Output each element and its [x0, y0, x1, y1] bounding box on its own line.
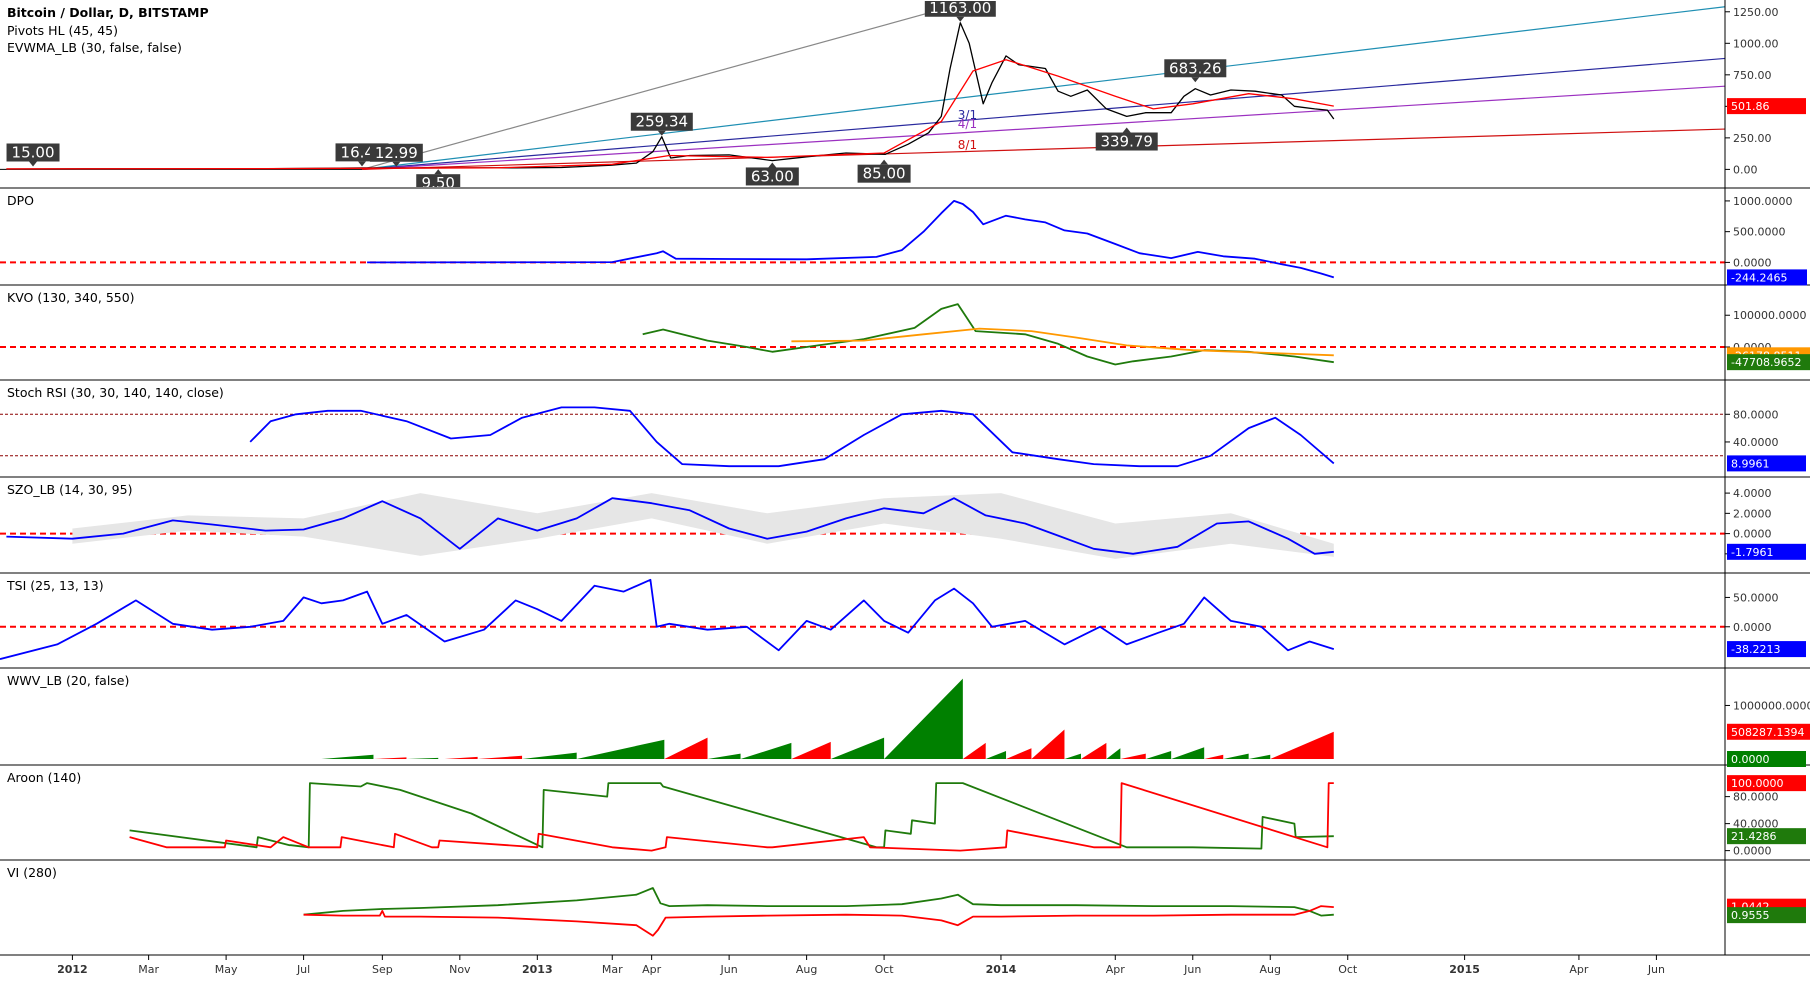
badge-text: 508287.1394: [1731, 726, 1804, 739]
pivot-text: 12.99: [375, 144, 418, 162]
time-tick-label: Apr: [642, 963, 662, 976]
pane-title: KVO (130, 340, 550): [7, 290, 135, 305]
badge-text: 100.0000: [1731, 777, 1784, 790]
time-tick-label: Aug: [796, 963, 817, 976]
badge-text: 0.9555: [1731, 909, 1770, 922]
pane-title: DPO: [7, 193, 34, 208]
axis-tick-label: 0.0000: [1733, 621, 1772, 634]
last-value-badge: -1.7961: [1727, 544, 1806, 560]
axis-tick-label: 100000.0000: [1733, 309, 1806, 322]
badge-text: 0.0000: [1731, 753, 1770, 766]
time-tick-label: Aug: [1260, 963, 1281, 976]
last-value-badge: 21.4286: [1727, 828, 1806, 844]
time-tick-label: Oct: [875, 963, 895, 976]
last-value-badge: 508287.1394: [1727, 724, 1810, 740]
pivot-text: 63.00: [751, 167, 794, 185]
pivot-text: 85.00: [863, 165, 906, 183]
time-tick-label: 2012: [57, 963, 88, 976]
pivot-text: 1163.00: [929, 0, 991, 17]
axis-tick-label: 1000.00: [1733, 37, 1779, 50]
axis-tick-label: 0.0000: [1733, 256, 1772, 269]
last-value-badge: 0.9555: [1727, 907, 1806, 923]
pivot-text: 339.79: [1100, 133, 1153, 151]
time-tick-label: Nov: [449, 963, 471, 976]
pane-legend: EVWMA_LB (30, false, false): [7, 40, 182, 55]
axis-tick-label: 0.0000: [1733, 845, 1772, 858]
gann-label: 8/1: [958, 138, 977, 152]
badge-text: 8.9961: [1731, 457, 1770, 470]
pivot-text: 15.00: [12, 144, 55, 162]
time-tick-label: Jun: [1647, 963, 1665, 976]
axis-tick-label: 250.00: [1733, 132, 1772, 145]
pane-title: SZO_LB (14, 30, 95): [7, 482, 132, 497]
pane-title: Bitcoin / Dollar, D, BITSTAMP: [7, 5, 209, 20]
time-tick-label: Apr: [1106, 963, 1126, 976]
time-tick-label: Jun: [720, 963, 738, 976]
time-tick-label: Jul: [296, 963, 310, 976]
time-tick-label: May: [215, 963, 238, 976]
axis-tick-label: 0.00: [1733, 163, 1758, 176]
axis-tick-label: 0.0000: [1733, 528, 1772, 541]
axis-tick-label: 80.0000: [1733, 408, 1779, 421]
axis-tick-label: 80.0000: [1733, 791, 1779, 804]
axis-tick-label: 2.0000: [1733, 507, 1772, 520]
axis-tick-label: 500.0000: [1733, 226, 1786, 239]
time-tick-label: 2015: [1449, 963, 1480, 976]
badge-text: 501.86: [1731, 100, 1770, 113]
time-tick-label: 2013: [522, 963, 553, 976]
axis-tick-label: 1250.00: [1733, 6, 1779, 19]
time-tick-label: Apr: [1569, 963, 1589, 976]
last-value-badge: -38.2213: [1727, 641, 1806, 657]
axis-tick-label: 1000000.0000: [1733, 699, 1810, 712]
last-value-badge: 100.0000: [1727, 775, 1806, 791]
time-tick-label: 2014: [986, 963, 1017, 976]
time-tick-label: Mar: [138, 963, 159, 976]
last-value-badge: -244.2465: [1727, 269, 1807, 285]
pivot-text: 259.34: [636, 113, 689, 131]
pane-title: VI (280): [7, 865, 57, 880]
gann-label: 4/1: [958, 117, 977, 131]
time-tick-label: Mar: [602, 963, 623, 976]
pane-title: TSI (25, 13, 13): [6, 578, 104, 593]
pane-title: Stoch RSI (30, 30, 140, 140, close): [7, 385, 224, 400]
pane-title: Aroon (140): [7, 770, 81, 785]
pivot-text: 683.26: [1169, 59, 1222, 77]
badge-text: -1.7961: [1731, 546, 1773, 559]
time-tick-label: Oct: [1338, 963, 1358, 976]
badge-text: 21.4286: [1731, 830, 1777, 843]
axis-tick-label: 1000.0000: [1733, 195, 1793, 208]
last-value-badge: 0.0000: [1727, 751, 1806, 767]
axis-tick-label: 40.0000: [1733, 436, 1779, 449]
last-value-badge: 8.9961: [1727, 455, 1806, 471]
last-value-badge: 501.86: [1727, 98, 1806, 114]
axis-tick-label: 750.00: [1733, 69, 1772, 82]
badge-text: -38.2213: [1731, 643, 1780, 656]
pane-legend: Pivots HL (45, 45): [7, 23, 118, 38]
time-tick-label: Sep: [372, 963, 393, 976]
pane-title: WWV_LB (20, false): [7, 673, 129, 688]
badge-text: -47708.9652: [1731, 356, 1801, 369]
axis-tick-label: 4.0000: [1733, 487, 1772, 500]
last-value-badge: -47708.9652: [1727, 354, 1810, 370]
badge-text: -244.2465: [1731, 271, 1787, 284]
time-tick-label: Jun: [1183, 963, 1201, 976]
axis-tick-label: 50.0000: [1733, 591, 1779, 604]
